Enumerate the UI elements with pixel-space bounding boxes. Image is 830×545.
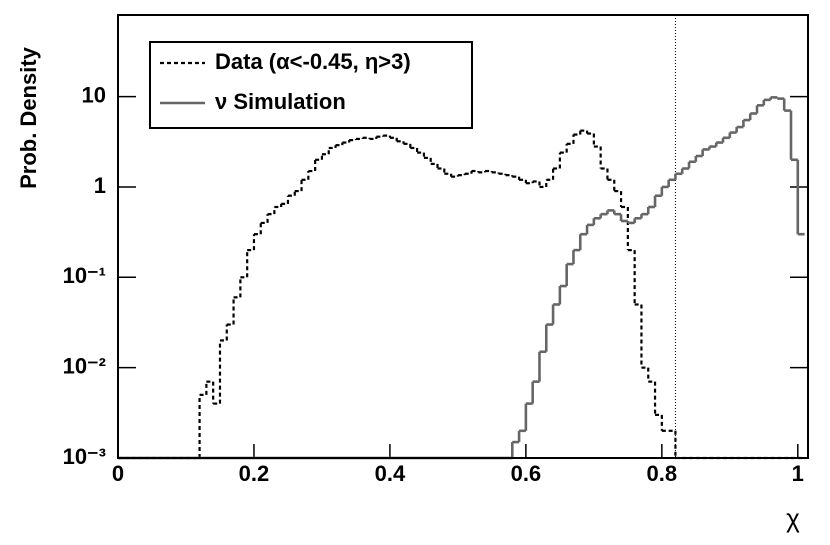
x-tick-label: 0.2 [239, 461, 270, 486]
legend-label: Data (α<-0.45, η>3) [215, 49, 411, 74]
x-tick-label: 1 [792, 461, 804, 486]
y-tick-label: 10⁻¹ [63, 263, 106, 288]
y-tick-label: 10 [82, 82, 106, 107]
plot-frame [117, 14, 809, 459]
x-axis-label: χ [786, 503, 800, 533]
y-axis-label: Prob. Density [16, 46, 41, 189]
legend-label: ν Simulation [215, 89, 346, 114]
x-tick-label: 0 [112, 461, 124, 486]
y-tick-label: 1 [94, 173, 106, 198]
y-tick-label: 10⁻² [63, 353, 106, 378]
y-tick-label: 10⁻³ [63, 444, 106, 469]
x-tick-label: 0.8 [647, 461, 678, 486]
x-tick-label: 0.4 [375, 461, 406, 486]
x-tick-label: 0.6 [511, 461, 542, 486]
legend-box [149, 41, 473, 129]
